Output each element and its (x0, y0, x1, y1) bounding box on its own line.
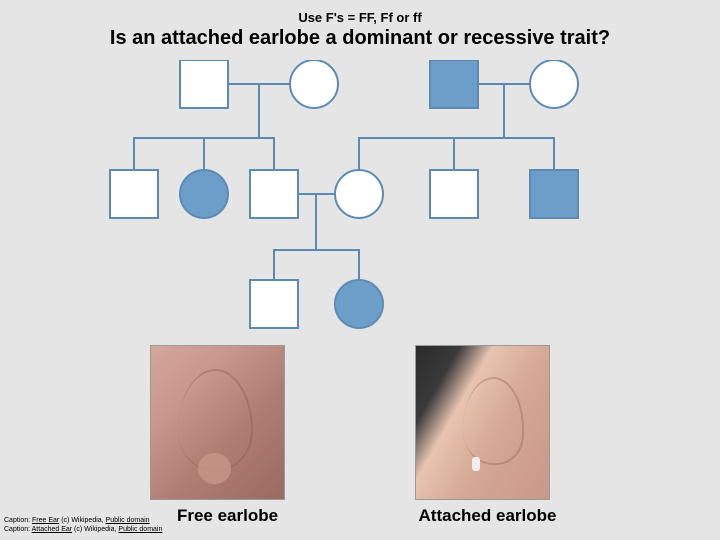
pedigree-male (250, 170, 298, 218)
caption-link[interactable]: Attached Ear (32, 526, 72, 533)
attached-earlobe-label: Attached earlobe (400, 506, 575, 526)
caption-text: Caption: (4, 517, 32, 524)
free-earlobe-label: Free earlobe (150, 506, 305, 526)
caption-link[interactable]: Free Ear (32, 517, 59, 524)
pedigree-male (180, 60, 228, 108)
caption-text: (c) Wikipedia, (59, 517, 105, 524)
attached-earlobe-image (415, 345, 550, 500)
pedigree-male (110, 170, 158, 218)
instruction-text: Use F's = FF, Ff or ff (0, 10, 720, 25)
pedigree-male (530, 170, 578, 218)
caption-link[interactable]: Public domain (118, 526, 162, 533)
pedigree-female (180, 170, 228, 218)
caption-line-2: Caption: Attached Ear (c) Wikipedia, Pub… (4, 526, 162, 534)
caption-text: Caption: (4, 526, 32, 533)
question-text: Is an attached earlobe a dominant or rec… (0, 27, 720, 50)
caption-line-1: Caption: Free Ear (c) Wikipedia, Public … (4, 517, 162, 525)
pedigree-female (335, 280, 383, 328)
pedigree-female (530, 60, 578, 108)
caption-link[interactable]: Public domain (106, 517, 150, 524)
pedigree-female (335, 170, 383, 218)
image-captions: Caption: Free Ear (c) Wikipedia, Public … (4, 517, 162, 534)
header: Use F's = FF, Ff or ff Is an attached ea… (0, 0, 720, 50)
free-earlobe-image (150, 345, 285, 500)
pedigree-male (430, 170, 478, 218)
caption-text: (c) Wikipedia, (72, 526, 118, 533)
pedigree-female (290, 60, 338, 108)
pedigree-chart (80, 60, 640, 350)
pedigree-male (250, 280, 298, 328)
pedigree-male (430, 60, 478, 108)
